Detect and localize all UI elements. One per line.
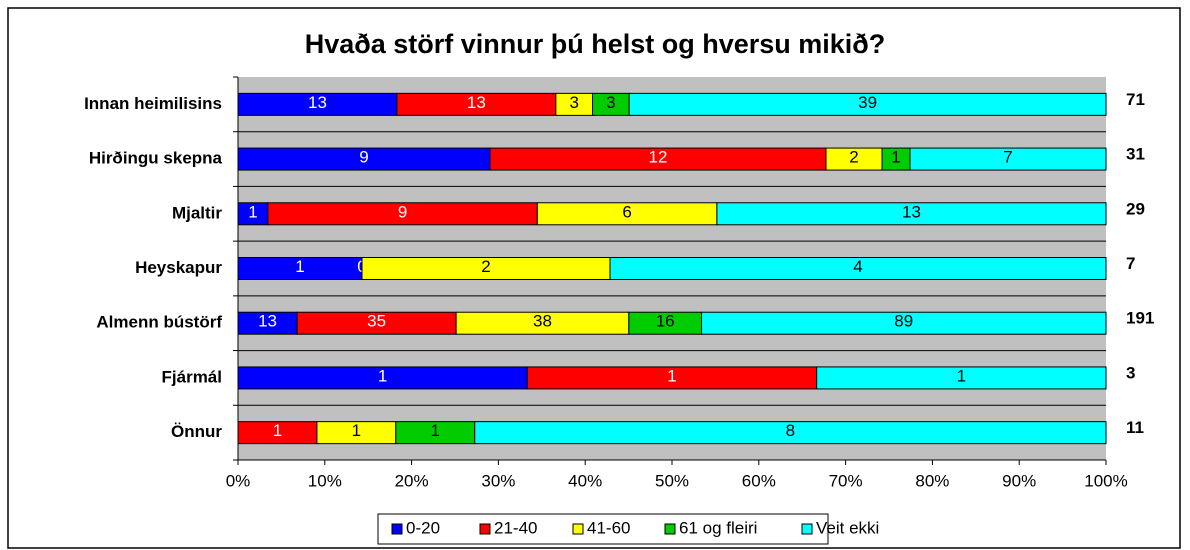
data-label: 9 — [359, 148, 368, 167]
data-label: 13 — [467, 93, 486, 112]
x-tick-label: 90% — [1002, 471, 1036, 490]
category-label: Innan heimilisins — [84, 94, 222, 113]
category-label: Fjármál — [162, 367, 222, 386]
chart-title: Hvaða störf vinnur þú helst og hversu mi… — [305, 29, 886, 59]
bar-segment — [701, 311, 1107, 335]
legend-label: 21-40 — [494, 518, 537, 537]
data-label: 1 — [295, 257, 304, 276]
data-label: 6 — [622, 202, 631, 221]
legend-label: 61 og fleiri — [679, 518, 757, 537]
bar-segment — [628, 92, 1107, 116]
legend-swatch — [391, 523, 403, 535]
x-tick-label: 60% — [742, 471, 776, 490]
bar-segment — [716, 202, 1107, 226]
total-label: 71 — [1126, 90, 1145, 109]
data-label: 1 — [352, 421, 361, 440]
x-tick-label: 0% — [226, 471, 251, 490]
data-label: 7 — [1003, 148, 1012, 167]
category-label: Almenn bústörf — [96, 313, 222, 332]
data-label: 4 — [853, 257, 862, 276]
bar-segment — [909, 147, 1107, 171]
data-label: 1 — [891, 148, 900, 167]
data-label: 38 — [533, 312, 552, 331]
data-label: 12 — [649, 148, 668, 167]
total-label: 31 — [1126, 145, 1145, 164]
category-label: Hirðingu skepna — [89, 149, 223, 168]
total-label: 7 — [1126, 254, 1135, 273]
bar-segment — [474, 421, 1107, 445]
x-tick-label: 100% — [1084, 471, 1127, 490]
data-label: 1 — [378, 366, 387, 385]
bar-segment — [609, 257, 1107, 280]
legend-swatch — [479, 523, 491, 535]
data-label: 1 — [273, 421, 282, 440]
legend-swatch — [801, 523, 813, 535]
data-label: 35 — [367, 312, 386, 331]
bar-segment — [816, 366, 1107, 390]
legend-swatch — [572, 523, 584, 535]
data-label: 1 — [957, 366, 966, 385]
x-tick-label: 80% — [915, 471, 949, 490]
data-label: 89 — [894, 312, 913, 331]
legend-swatch — [664, 523, 676, 535]
total-label: 3 — [1126, 363, 1135, 382]
category-label: Önnur — [171, 422, 222, 441]
total-label: 29 — [1126, 199, 1145, 218]
data-label: 2 — [481, 257, 490, 276]
data-label: 1 — [431, 421, 440, 440]
data-label: 1 — [248, 202, 257, 221]
category-label: Mjaltir — [172, 203, 222, 222]
data-label: 16 — [656, 312, 675, 331]
x-tick-label: 40% — [568, 471, 602, 490]
x-tick-label: 20% — [395, 471, 429, 490]
data-label: 9 — [398, 202, 407, 221]
data-label: 13 — [258, 312, 277, 331]
x-tick-label: 10% — [308, 471, 342, 490]
legend-label: Veit ekki — [816, 518, 879, 537]
x-tick-label: 30% — [481, 471, 515, 490]
data-label: 8 — [786, 421, 795, 440]
data-label: 3 — [606, 93, 615, 112]
legend-label: 0-20 — [406, 518, 440, 537]
data-label: 1 — [667, 366, 676, 385]
data-label: 2 — [849, 148, 858, 167]
category-label: Heyskapur — [135, 258, 222, 277]
legend-label: 41-60 — [587, 518, 630, 537]
total-label: 191 — [1126, 309, 1154, 328]
total-label: 11 — [1126, 418, 1144, 437]
legend-box — [377, 513, 829, 545]
data-label: 13 — [902, 202, 921, 221]
data-label: 3 — [569, 93, 578, 112]
data-label: 39 — [858, 93, 877, 112]
data-label: 13 — [308, 93, 327, 112]
x-tick-label: 50% — [655, 471, 689, 490]
x-tick-label: 70% — [829, 471, 863, 490]
